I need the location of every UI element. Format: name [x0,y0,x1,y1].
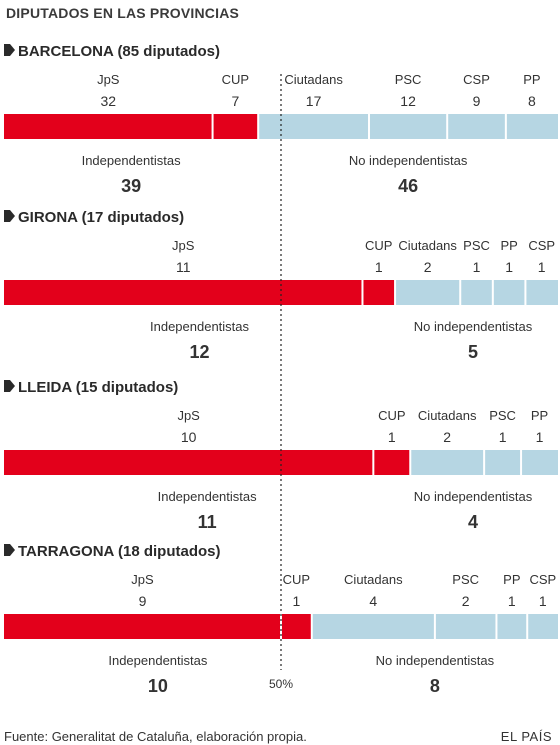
party-seats-label: 1 [536,429,544,445]
group-label-no-independentistas: No independentistas [376,653,495,668]
province-bullet-icon [4,44,15,56]
party-name-label: PP [523,72,540,87]
bar-segment [4,114,213,139]
group-total-no-independentistas: 4 [468,512,478,532]
party-name-label: CSP [463,72,490,87]
bar-segment [447,114,506,139]
party-name-label: CUP [283,572,310,587]
party-seats-label: 10 [181,429,197,445]
bar-segment [212,114,259,139]
party-seats-label: 1 [539,593,547,609]
party-name-label: Ciutadans [344,572,403,587]
group-label-independentistas: Independentistas [150,319,250,334]
party-seats-label: 2 [443,429,451,445]
group-label-independentistas: Independentistas [108,653,208,668]
bar-segment [281,614,312,639]
party-name-label: PSC [489,408,516,423]
province-title: LLEIDA (15 diputados) [18,379,178,396]
bar-segment [525,280,558,305]
group-total-no-independentistas: 8 [430,676,440,696]
party-name-label: PP [500,238,517,253]
party-seats-label: 4 [369,593,377,609]
party-name-label: Ciutadans [284,72,343,87]
party-name-label: CUP [378,408,405,423]
fifty-percent-label: 50% [269,677,293,691]
bar-segment [527,614,558,639]
bar-segment [395,280,461,305]
party-seats-label: 11 [176,259,191,275]
party-seats-label: 1 [292,593,300,609]
chart-header: DIPUTADOS EN LAS PROVINCIAS [6,5,240,21]
group-label-no-independentistas: No independentistas [349,153,468,168]
province-bullet-icon [4,210,15,222]
party-seats-label: 1 [473,259,481,275]
party-name-label: PP [531,408,548,423]
bar-segment [258,114,369,139]
party-seats-label: 1 [508,593,516,609]
group-total-no-independentistas: 5 [468,342,478,362]
bar-segment [362,280,396,305]
party-seats-label: 9 [473,93,481,109]
party-name-label: JpS [131,572,154,587]
group-label-no-independentistas: No independentistas [414,489,533,504]
party-seats-label: 17 [306,93,322,109]
bar-segment [373,450,411,475]
group-label-no-independentistas: No independentistas [414,319,533,334]
party-seats-label: 9 [139,593,147,609]
party-name-label: Ciutadans [398,238,457,253]
party-name-label: CSP [528,238,555,253]
group-total-independentistas: 10 [148,676,168,696]
bar-segment [410,450,485,475]
party-seats-label: 1 [499,429,507,445]
bar-segment [460,280,493,305]
bar-segment [4,614,281,639]
party-name-label: CSP [529,572,556,587]
province-title: BARCELONA (85 diputados) [18,43,220,60]
party-seats-label: 32 [100,93,116,109]
bar-segment [368,114,448,139]
party-seats-label: 2 [424,259,432,275]
party-name-label: PSC [463,238,490,253]
bar-segment [4,450,374,475]
bar-segment [521,450,558,475]
group-total-independentistas: 11 [198,512,217,532]
bar-segment [492,280,526,305]
party-seats-label: 1 [375,259,383,275]
bar-segment [505,114,558,139]
group-label-independentistas: Independentistas [158,489,258,504]
bar-segment [4,280,363,305]
party-name-label: Ciutadans [418,408,477,423]
group-total-no-independentistas: 46 [398,176,418,196]
party-seats-label: 2 [462,593,470,609]
party-name-label: JpS [177,408,200,423]
province-bullet-icon [4,380,15,392]
party-seats-label: 1 [538,259,546,275]
source-note: Fuente: Generalitat de Cataluña, elabora… [4,729,307,744]
party-seats-label: 8 [528,93,536,109]
party-seats-label: 1 [505,259,513,275]
party-name-label: PP [503,572,520,587]
group-total-independentistas: 12 [190,342,210,362]
brand-logo: EL PAÍS [500,729,552,744]
bar-segment [311,614,435,639]
party-name-label: PSC [395,72,422,87]
party-name-label: CUP [222,72,249,87]
bar-segment [496,614,528,639]
party-name-label: JpS [97,72,120,87]
party-name-label: PSC [452,572,479,587]
party-seats-label: 1 [388,429,396,445]
bar-segment [484,450,522,475]
party-name-label: CUP [365,238,392,253]
bar-segment [434,614,497,639]
party-name-label: JpS [172,238,195,253]
group-label-independentistas: Independentistas [82,153,182,168]
province-title: TARRAGONA (18 diputados) [18,543,221,560]
group-total-independentistas: 39 [121,176,141,196]
party-seats-label: 12 [400,93,416,109]
province-bullet-icon [4,544,15,556]
party-seats-label: 7 [231,93,239,109]
province-title: GIRONA (17 diputados) [18,209,184,226]
